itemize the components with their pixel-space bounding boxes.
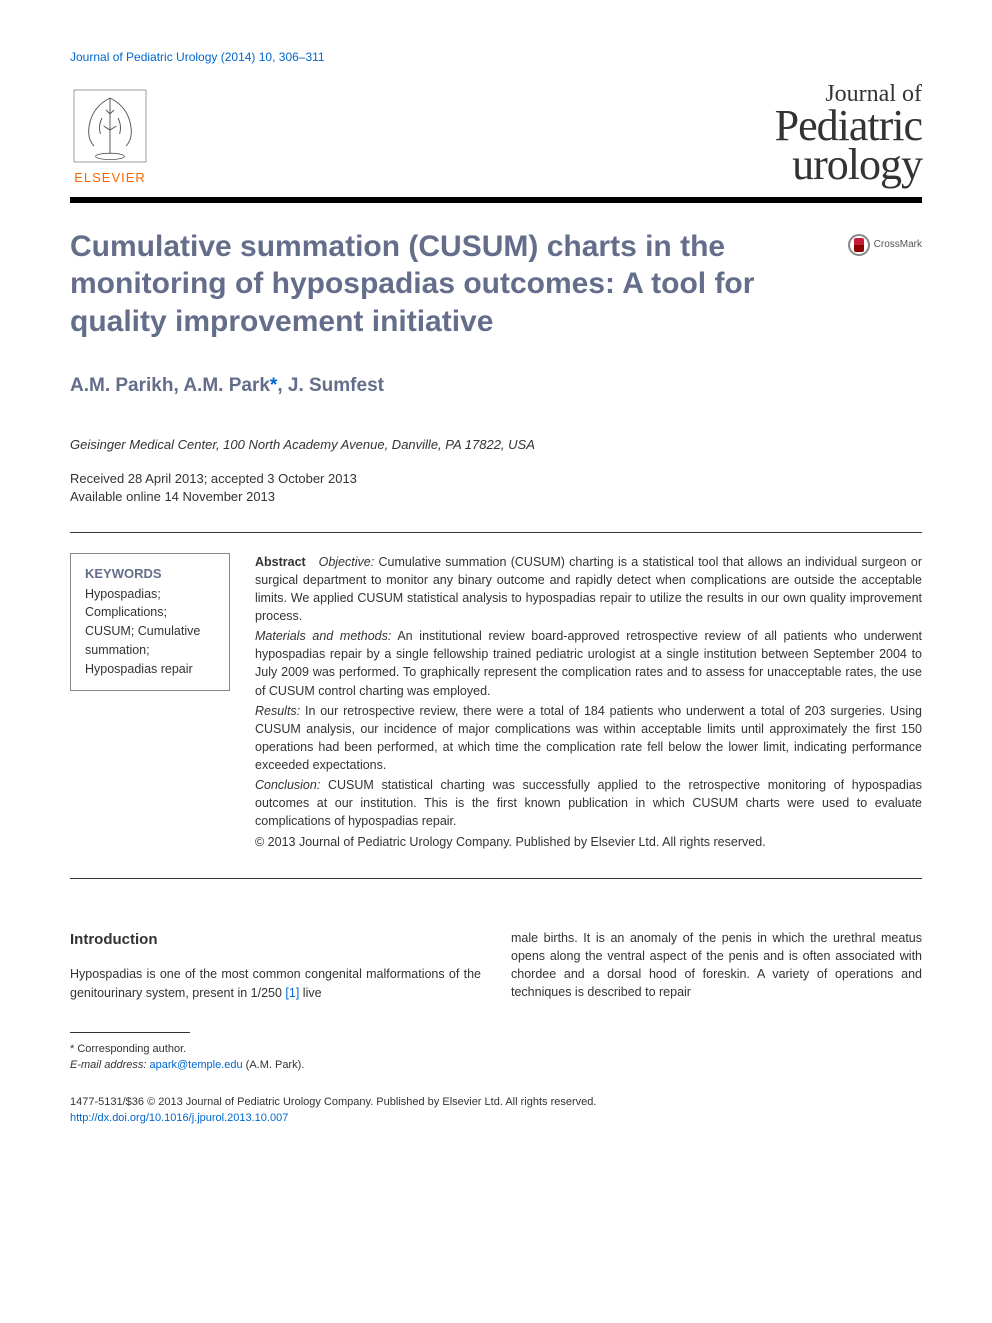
citation-link-1[interactable]: [1] <box>285 986 299 1000</box>
conclusion-text: CUSUM statistical charting was successfu… <box>255 778 922 828</box>
header-row: ELSEVIER Journal of Pediatric urology <box>70 84 922 185</box>
publisher-logo[interactable]: ELSEVIER <box>70 86 150 185</box>
corresponding-author-note: * Corresponding author. <box>70 1041 922 1058</box>
doi-link[interactable]: http://dx.doi.org/10.1016/j.jpurol.2013.… <box>70 1110 922 1127</box>
keywords-list: Hypospadias; Complications; CUSUM; Cumul… <box>85 585 215 679</box>
abstract-label: Abstract <box>255 555 306 569</box>
introduction-heading: Introduction <box>70 929 481 951</box>
article-dates: Received 28 April 2013; accepted 3 Octob… <box>70 470 922 506</box>
publisher-name: ELSEVIER <box>74 170 146 185</box>
header-rule <box>70 197 922 203</box>
objective-label: Objective: <box>319 555 375 569</box>
intro-col2-text: male births. It is an anomaly of the pen… <box>511 929 922 1002</box>
methods-label: Materials and methods: <box>255 629 391 643</box>
crossmark-label: CrossMark <box>874 239 922 250</box>
intro-text-pre: Hypospadias is one of the most common co… <box>70 967 481 999</box>
abstract-top-rule <box>70 532 922 533</box>
authors: A.M. Parikh, A.M. Park*, J. Sumfest <box>70 375 922 397</box>
journal-reference: Journal of Pediatric Urology (2014) 10, … <box>70 50 922 64</box>
results-text: In our retrospective review, there were … <box>255 704 922 772</box>
footnotes: * Corresponding author. E-mail address: … <box>70 1041 922 1074</box>
results-label: Results: <box>255 704 300 718</box>
journal-logo: Journal of Pediatric urology <box>775 84 922 185</box>
article-title: Cumulative summation (CUSUM) charts in t… <box>70 228 790 341</box>
introduction-section: Introduction Hypospadias is one of the m… <box>70 929 922 1002</box>
journal-logo-line3: urology <box>775 145 922 185</box>
affiliation: Geisinger Medical Center, 100 North Acad… <box>70 437 922 452</box>
abstract-body: Abstract Objective: Cumulative summation… <box>255 553 922 853</box>
online-date: Available online 14 November 2013 <box>70 488 922 506</box>
email-label: E-mail address: <box>70 1059 146 1071</box>
elsevier-tree-icon <box>70 86 150 166</box>
footnote-rule <box>70 1032 190 1033</box>
intro-column-left: Introduction Hypospadias is one of the m… <box>70 929 481 1002</box>
crossmark-icon <box>848 234 870 256</box>
abstract-bottom-rule <box>70 878 922 879</box>
authors-pre: A.M. Parikh, A.M. Park <box>70 375 270 396</box>
keywords-box: KEYWORDS Hypospadias; Complications; CUS… <box>70 553 230 692</box>
crossmark-badge[interactable]: CrossMark <box>848 234 922 256</box>
abstract-section: KEYWORDS Hypospadias; Complications; CUS… <box>70 553 922 853</box>
abstract-copyright: © 2013 Journal of Pediatric Urology Comp… <box>255 833 922 851</box>
intro-column-right: male births. It is an anomaly of the pen… <box>511 929 922 1002</box>
conclusion-label: Conclusion: <box>255 778 320 792</box>
title-row: Cumulative summation (CUSUM) charts in t… <box>70 228 922 341</box>
keywords-heading: KEYWORDS <box>85 566 215 581</box>
intro-text-post: live <box>299 986 321 1000</box>
received-accepted-date: Received 28 April 2013; accepted 3 Octob… <box>70 470 922 488</box>
copyright-footer: 1477-5131/$36 © 2013 Journal of Pediatri… <box>70 1094 922 1127</box>
author-email-link[interactable]: apark@temple.edu <box>149 1059 242 1071</box>
copyright-line: 1477-5131/$36 © 2013 Journal of Pediatri… <box>70 1094 922 1111</box>
email-attribution: (A.M. Park). <box>243 1059 305 1071</box>
authors-post: , J. Sumfest <box>277 375 384 396</box>
